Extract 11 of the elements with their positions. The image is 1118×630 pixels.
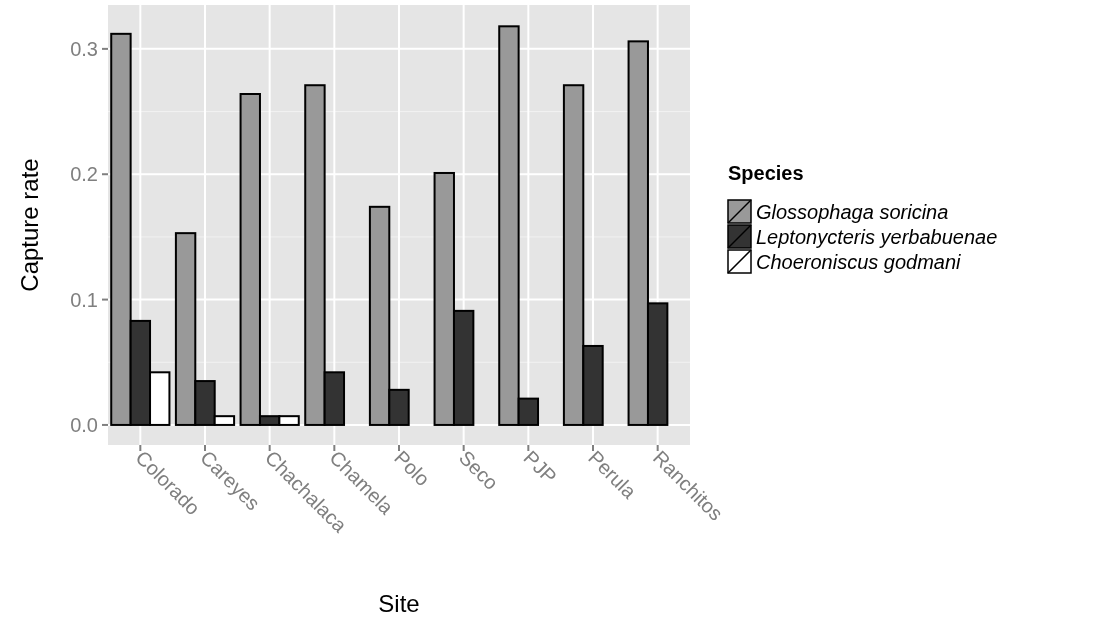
x-tick-label: PJP xyxy=(519,446,561,488)
y-tick-label: 0.3 xyxy=(70,37,98,60)
y-axis-title: Capture rate xyxy=(16,158,43,292)
legend-title: Species xyxy=(728,162,804,184)
y-tick-label: 0.1 xyxy=(70,288,98,311)
x-axis-title: Site xyxy=(378,590,420,617)
y-tick-label: 0.2 xyxy=(70,163,98,186)
legend-label: Leptonycteris yerbabuenae xyxy=(756,226,998,248)
y-tick-label: 0.0 xyxy=(70,413,98,436)
legend-label: Glossophaga soricina xyxy=(756,201,949,223)
legend-label: Choeroniscus godmani xyxy=(756,251,962,273)
